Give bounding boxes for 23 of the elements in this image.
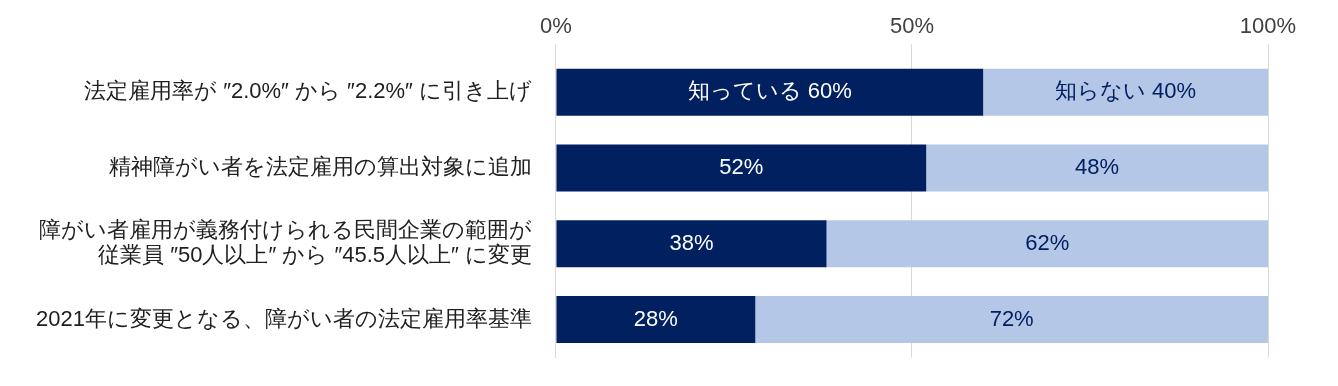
y-tick-label: 精神障がい者を法定雇用の算出対象に追加 (108, 154, 532, 180)
bar (556, 68, 984, 116)
bar (926, 144, 1268, 192)
data-label: 38% (669, 229, 714, 255)
x-tick-label: 50% (889, 13, 934, 39)
bar (983, 68, 1268, 116)
x-tick-label: 100% (1239, 13, 1297, 39)
bar (755, 296, 1268, 343)
data-label: 28% (633, 305, 678, 331)
data-label: 知っている 60% (687, 78, 852, 104)
bar (556, 296, 756, 343)
bar (826, 220, 1268, 268)
data-label: 72% (989, 305, 1034, 331)
data-label: 52% (719, 154, 764, 180)
data-label: 48% (1075, 154, 1120, 180)
x-tick-label: 0% (540, 13, 572, 39)
data-label: 知らない 40% (1055, 78, 1197, 104)
y-tick-label: 障がい者雇用が義務付けられる民間企業の範囲が従業員 ″50人以上″ から ″45.5人以上″ に変更 (38, 217, 532, 268)
bar (556, 220, 827, 268)
bar (556, 144, 927, 192)
data-label: 62% (1025, 229, 1070, 255)
y-tick-label: 2021年に変更となる、障がい者の法定雇用率基準 (35, 305, 532, 331)
y-tick-label: 法定雇用率が ″2.0%″ から ″2.2%″ に引き上げ (84, 78, 532, 104)
